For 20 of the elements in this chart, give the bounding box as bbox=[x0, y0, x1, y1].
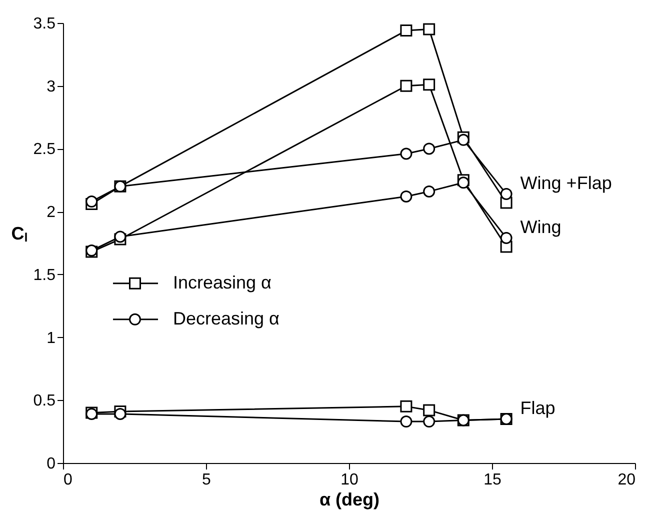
y-tick-label: 0.5 bbox=[33, 392, 56, 410]
x-tick-label: 20 bbox=[618, 472, 636, 488]
legend-label: Increasing α bbox=[173, 272, 272, 292]
x-tick-label: 15 bbox=[484, 472, 502, 488]
x-tick-label: 10 bbox=[340, 472, 358, 488]
y-tick-label: 3 bbox=[46, 78, 56, 96]
y-tick-label: 2.5 bbox=[33, 141, 56, 158]
x-axis-title: α (deg) bbox=[319, 490, 380, 510]
y-tick-label: 1 bbox=[46, 330, 56, 347]
y-tick-label: 3.5 bbox=[33, 16, 56, 32]
legend-label: Decreasing α bbox=[173, 308, 280, 328]
annotation: Wing bbox=[520, 216, 562, 237]
y-tick-label: 2 bbox=[46, 204, 56, 222]
y-axis-title: Cₗ bbox=[11, 224, 28, 244]
y-tick-label: 1.5 bbox=[33, 266, 56, 284]
annotation: Wing +Flap bbox=[520, 172, 612, 193]
y-tick-label: 0 bbox=[46, 456, 56, 472]
x-tick-label: 5 bbox=[202, 472, 212, 488]
x-tick-label: 0 bbox=[64, 472, 72, 488]
annotation: Flap bbox=[520, 398, 556, 418]
